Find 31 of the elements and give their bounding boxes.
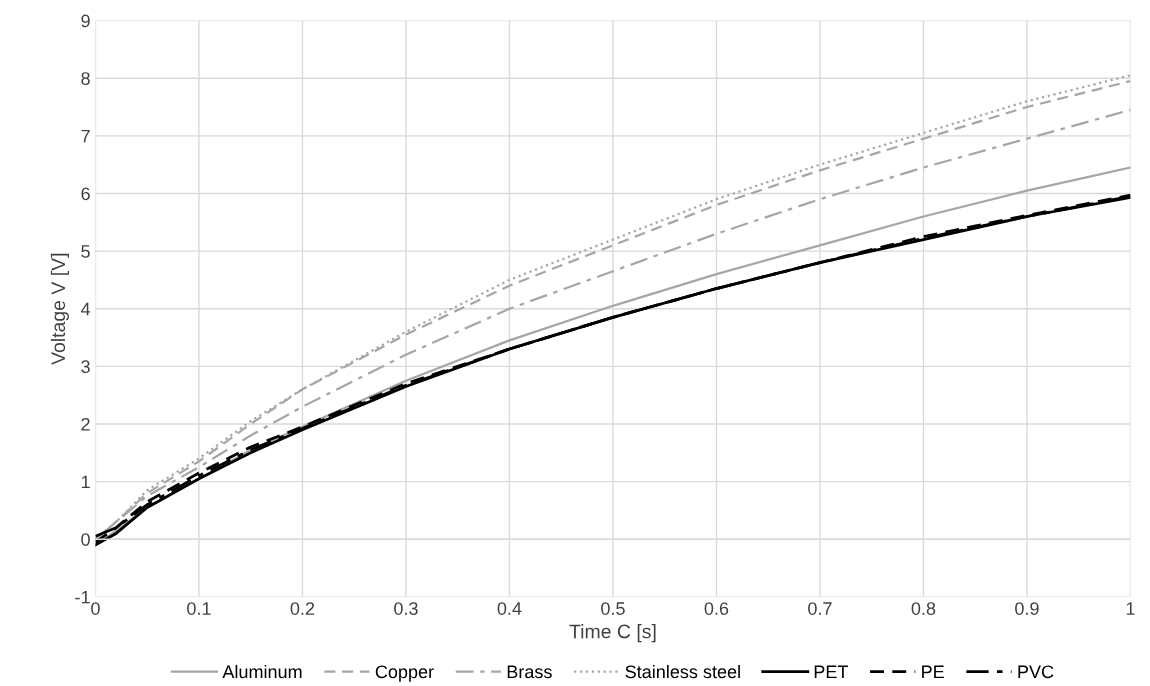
x-tick-label: 0.6 xyxy=(704,602,729,615)
y-tick-label: 6 xyxy=(81,187,90,201)
y-tick-label: 8 xyxy=(81,72,90,85)
y-tick-label: 0 xyxy=(81,533,90,546)
y-tick-label: -1 xyxy=(75,590,90,604)
x-tick-label: 0 xyxy=(91,602,100,615)
x-tick-label: 0.9 xyxy=(1015,602,1039,615)
y-tick-label: 1 xyxy=(81,475,90,489)
y-tick-label: 5 xyxy=(81,245,90,258)
legend-label: Brass xyxy=(507,665,552,679)
y-tick-label: 2 xyxy=(81,417,90,431)
y-tick-label: 4 xyxy=(80,302,91,316)
y-tick-label: 9 xyxy=(81,14,90,28)
x-tick-label: 0.2 xyxy=(290,602,315,615)
legend-label: Copper xyxy=(375,665,434,682)
x-tick-label: 0.5 xyxy=(601,602,625,615)
y-axis-title: Voltage V [V] xyxy=(50,253,69,365)
x-tick-label: 0.8 xyxy=(911,602,936,615)
legend-label: Stainless steel xyxy=(625,664,740,679)
legend-label: PET xyxy=(814,665,849,679)
x-tick-label: 0.7 xyxy=(808,602,832,615)
legend-label: Aluminum xyxy=(222,664,302,679)
y-tick-label: 3 xyxy=(81,360,90,374)
y-tick-label: 7 xyxy=(81,129,90,143)
x-tick-label: 0.1 xyxy=(187,602,211,615)
legend-label: PVC xyxy=(1018,665,1054,679)
x-axis-title: Time C [s] xyxy=(569,624,656,643)
legend-label: PE xyxy=(922,665,944,679)
x-tick-label: 1 xyxy=(1126,602,1135,615)
x-tick-label: 0.3 xyxy=(394,602,418,615)
x-tick-label: 0.4 xyxy=(497,602,522,615)
